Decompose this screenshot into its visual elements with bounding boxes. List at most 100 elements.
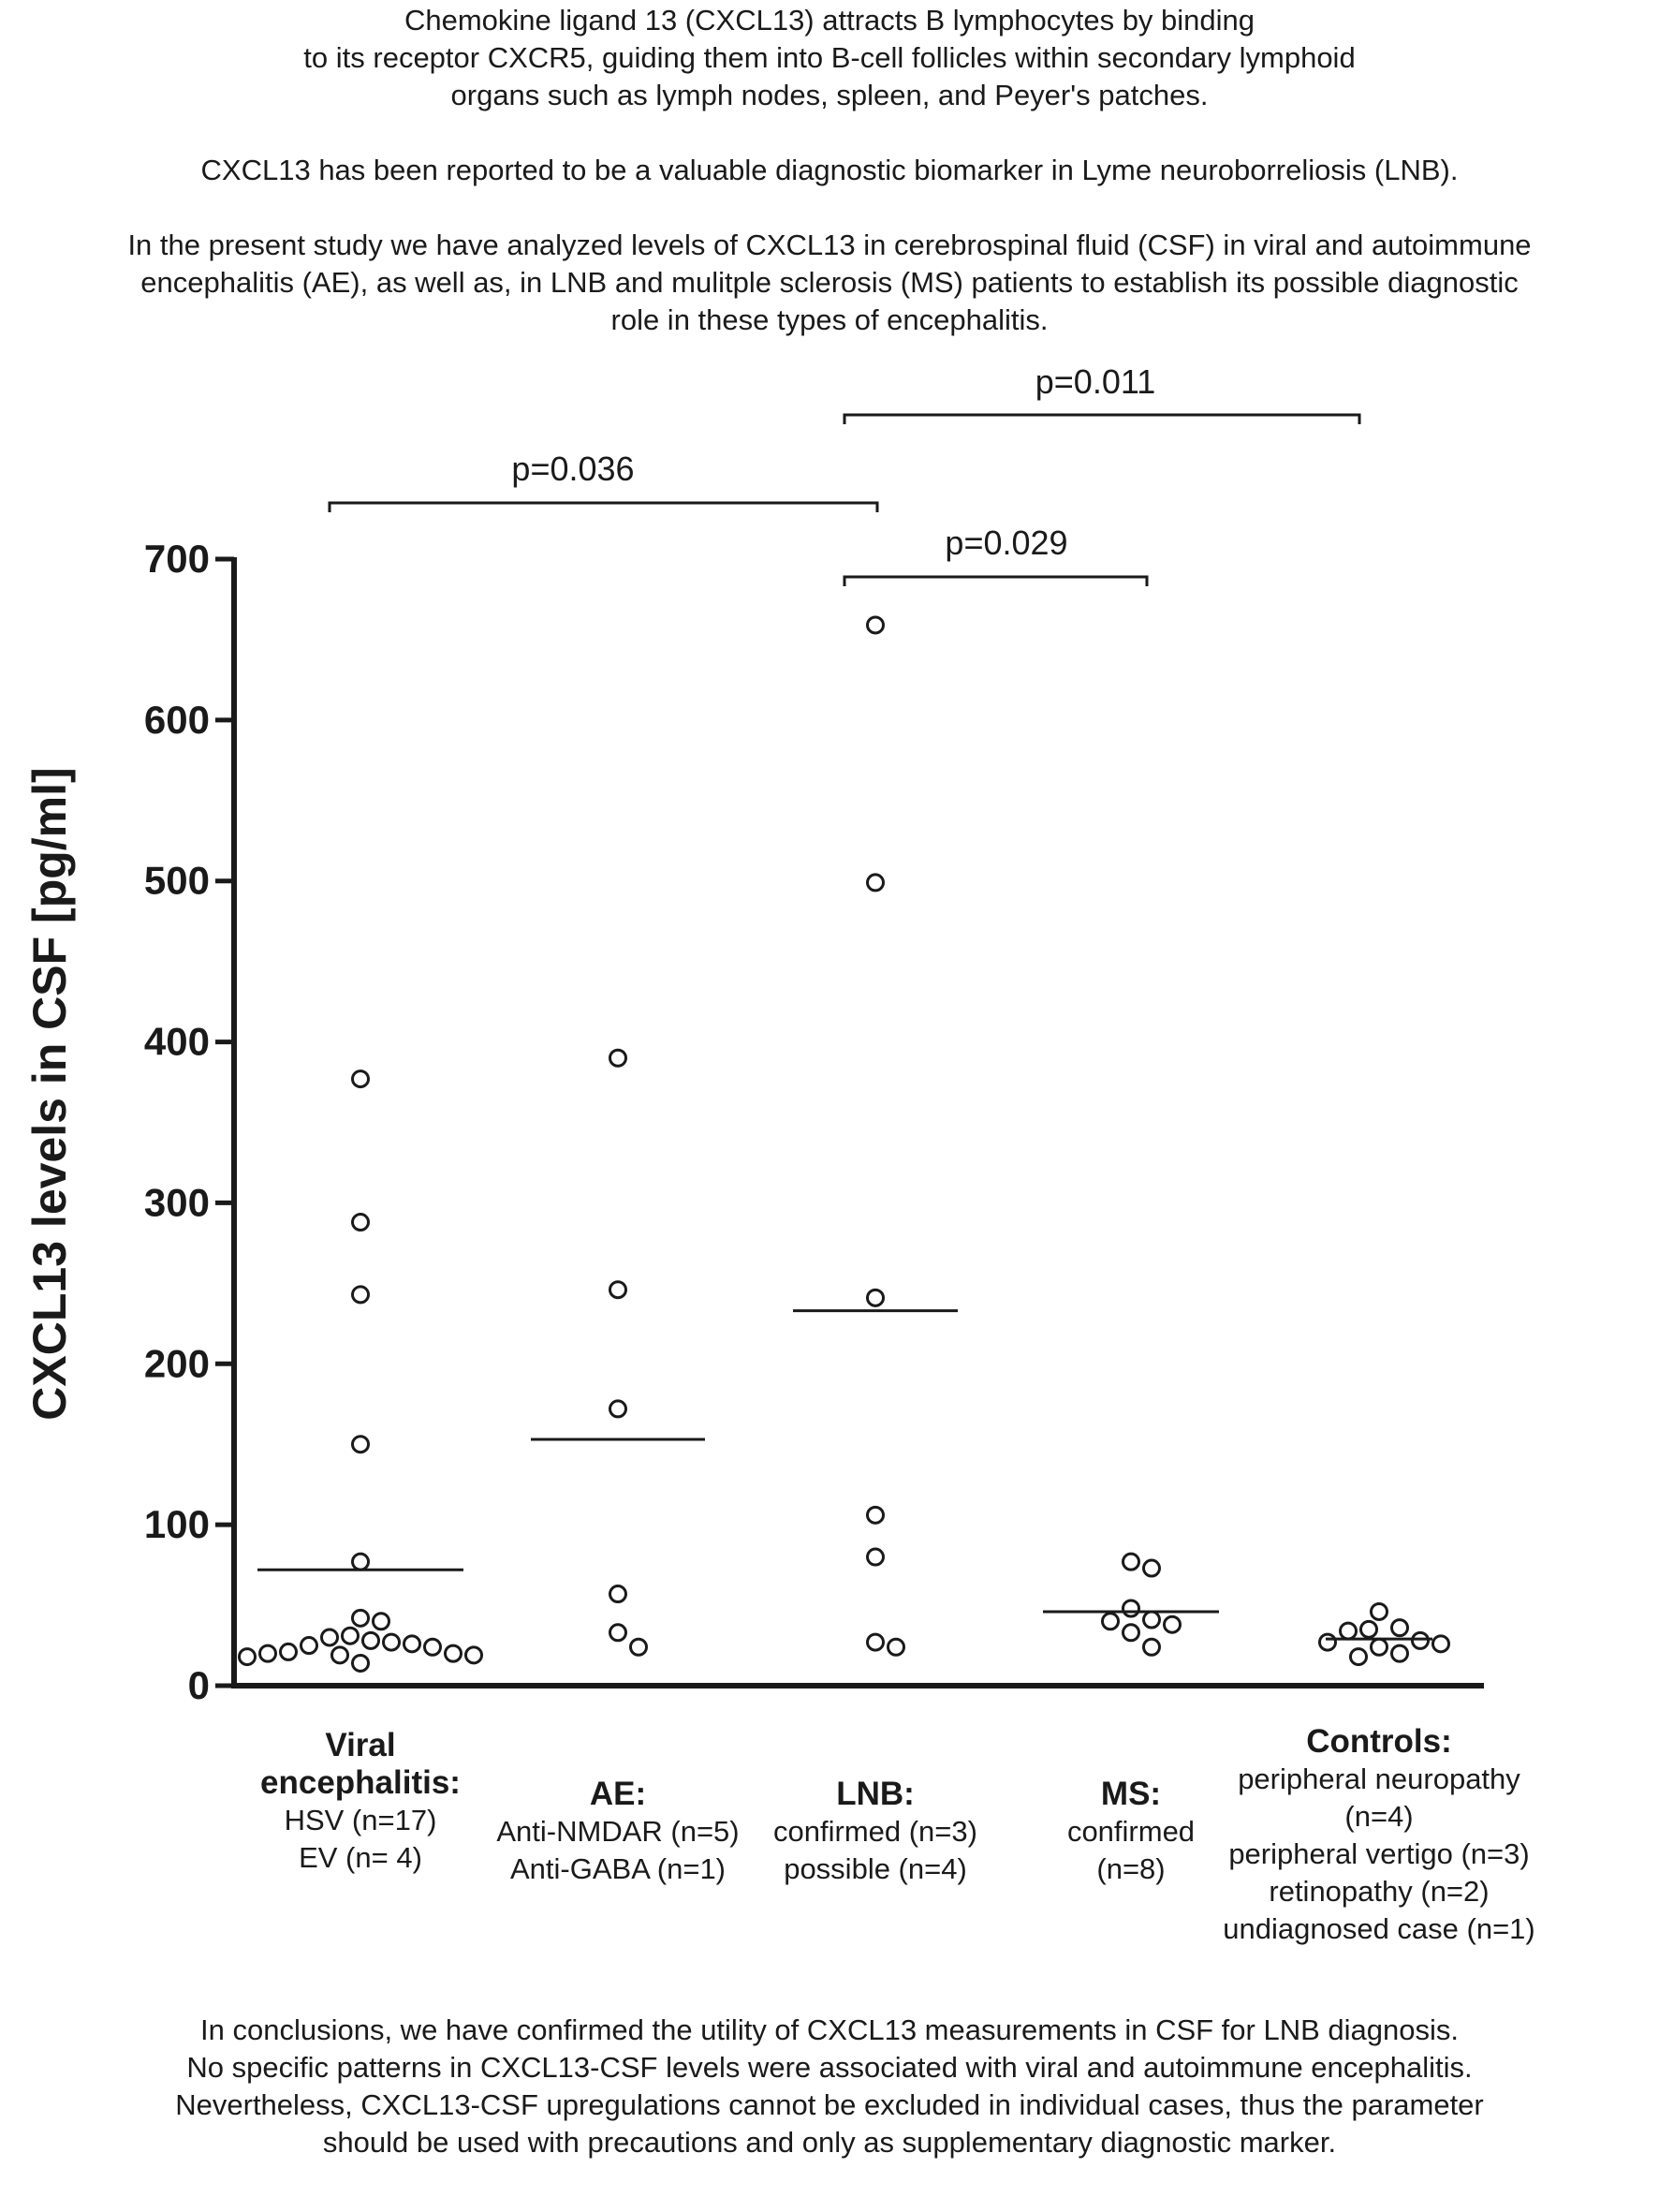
data-point: [341, 1626, 360, 1645]
category-subtitle: Anti-NMDAR (n=5): [496, 1815, 740, 1848]
y-tick-label: 300: [144, 1180, 210, 1224]
category-label: Viral encephalitis: HSV (n=17) EV (n= 4): [248, 1727, 473, 1877]
p-value-label: p=0.029: [945, 524, 1067, 562]
data-point: [1411, 1630, 1430, 1650]
y-tick-label: 0: [188, 1663, 210, 1707]
category-subtitle: confirmed (n=3): [773, 1815, 977, 1848]
data-point: [351, 1213, 370, 1232]
data-point: [1390, 1618, 1409, 1638]
category-label: LNB: confirmed (n=3) possible (n=4): [735, 1776, 1016, 1888]
data-point: [1142, 1558, 1161, 1578]
y-tick-label: 200: [144, 1341, 210, 1385]
y-tick-label: 600: [144, 698, 210, 742]
significance-bracket: [843, 413, 1361, 424]
category-header: AE:: [589, 1776, 647, 1812]
intro-line: In the present study we have analyzed le…: [127, 229, 1532, 261]
data-point: [361, 1630, 380, 1650]
data-point: [1339, 1621, 1358, 1641]
intro-line: CXCL13 has been reported to be a valuabl…: [200, 154, 1459, 186]
data-point: [351, 1552, 370, 1571]
intro-text: Chemokine ligand 13 (CXCL13) attracts B …: [0, 2, 1659, 339]
category-subtitle: peripheral vertigo (n=3): [1228, 1837, 1530, 1870]
data-point: [609, 1585, 627, 1604]
category-subtitle: peripheral neuropathy: [1238, 1762, 1520, 1795]
data-point: [258, 1644, 277, 1663]
intro-line: Chemokine ligand 13 (CXCL13) attracts B …: [404, 4, 1255, 37]
data-point: [300, 1636, 318, 1656]
data-point: [351, 1435, 370, 1454]
data-point: [1142, 1610, 1161, 1630]
data-point: [866, 1632, 885, 1652]
data-point: [1101, 1612, 1120, 1631]
conclusion-line: No specific patterns in CXCL13-CSF level…: [186, 2051, 1473, 2084]
data-point: [609, 1623, 627, 1643]
data-point: [330, 1645, 349, 1665]
data-point: [866, 1505, 885, 1525]
conclusion-line: In conclusions, we have confirmed the ut…: [200, 2013, 1459, 2046]
data-point: [423, 1637, 442, 1657]
data-point: [1163, 1615, 1182, 1634]
significance-bracket: [843, 575, 1149, 586]
significance-bracket: [328, 501, 879, 512]
category-label: Controls: peripheral neuropathy (n=4) perip…: [1201, 1723, 1557, 1948]
data-point: [1370, 1637, 1388, 1657]
conclusion-line: should be used with precautions and only…: [322, 2126, 1337, 2159]
data-point: [1359, 1619, 1378, 1639]
data-point: [887, 1637, 905, 1657]
data-point: [351, 1069, 370, 1089]
data-point: [1318, 1632, 1337, 1652]
data-point: [1370, 1601, 1388, 1621]
data-point: [351, 1608, 370, 1628]
data-point: [279, 1642, 298, 1661]
category-subtitle: HSV (n=17): [284, 1804, 437, 1836]
data-point: [609, 1399, 627, 1419]
conclusion-line: Nevertheless, CXCL13-CSF upregulations c…: [175, 2088, 1484, 2121]
y-tick-label: 400: [144, 1020, 210, 1064]
category-label: AE: Anti-NMDAR (n=5) Anti-GABA (n=1): [477, 1776, 758, 1888]
data-point: [320, 1628, 339, 1647]
y-tick-label: 500: [144, 859, 210, 903]
category-header: Viral: [325, 1727, 396, 1763]
data-point: [1390, 1644, 1409, 1663]
data-point: [1349, 1647, 1368, 1667]
category-subtitle: confirmed: [1066, 1815, 1196, 1848]
category-subtitle: Anti-GABA (n=1): [509, 1852, 727, 1885]
intro-line: to its receptor CXCR5, guiding them into…: [303, 41, 1356, 74]
data-point: [351, 1285, 370, 1305]
data-point: [866, 615, 885, 635]
data-point: [444, 1644, 462, 1663]
category-subtitle: undiagnosed case (n=1): [1223, 1912, 1535, 1945]
data-point: [866, 1547, 885, 1567]
intro-line: role in these types of encephalitis.: [610, 303, 1049, 336]
data-point: [382, 1632, 401, 1652]
data-point: [1122, 1552, 1140, 1571]
category-label: MS: confirmed (n=8): [1019, 1776, 1243, 1888]
data-point: [866, 873, 885, 892]
data-point: [629, 1637, 648, 1657]
category-subtitle: possible (n=4): [784, 1852, 967, 1885]
category-subtitle: retinopathy (n=2): [1269, 1875, 1490, 1908]
category-subtitle: (n=4): [1344, 1800, 1414, 1833]
p-value-label: p=0.036: [511, 450, 634, 488]
data-point: [609, 1280, 627, 1300]
y-tick-label: 100: [144, 1502, 210, 1546]
data-point: [1431, 1634, 1450, 1654]
data-point: [464, 1645, 483, 1665]
intro-line: organs such as lymph nodes, spleen, and …: [450, 79, 1209, 111]
data-point: [372, 1612, 390, 1631]
category-subtitle: EV (n= 4): [299, 1841, 422, 1874]
data-point: [1122, 1623, 1140, 1643]
category-header: Controls:: [1306, 1723, 1452, 1760]
data-point: [609, 1048, 627, 1068]
category-header: MS:: [1100, 1776, 1162, 1812]
p-value-label: p=0.011: [1035, 362, 1155, 401]
category-subtitle: (n=8): [1096, 1852, 1166, 1885]
conclusion-text: In conclusions, we have confirmed the ut…: [0, 2012, 1659, 2161]
data-point: [1122, 1599, 1140, 1618]
y-tick-label: 700: [144, 537, 210, 581]
data-point: [351, 1653, 370, 1673]
data-point: [866, 1288, 885, 1307]
category-header: encephalitis:: [260, 1764, 461, 1801]
data-point: [238, 1647, 257, 1667]
